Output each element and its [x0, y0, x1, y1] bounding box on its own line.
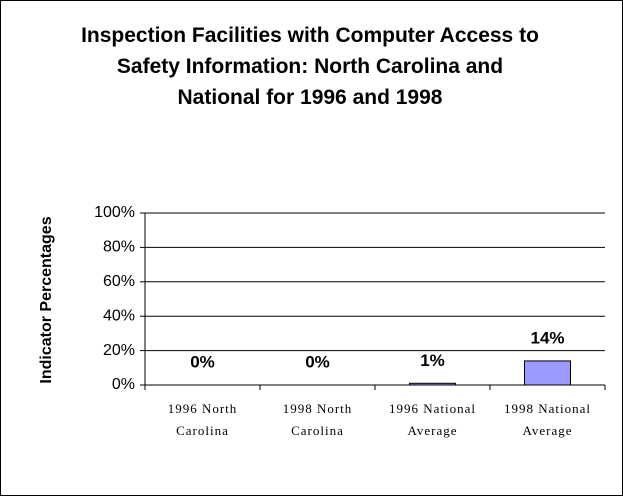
x-tick-label: 1996 National Average — [388, 401, 476, 438]
value-label: 1% — [420, 351, 445, 370]
y-tick-label: 60% — [103, 273, 135, 290]
x-tick-label: 1996 North Carolina — [167, 401, 238, 438]
chart-title: Inspection Facilities with Computer Acce… — [81, 24, 539, 109]
value-label: 14% — [530, 328, 564, 347]
y-tick-label: 80% — [103, 239, 135, 256]
y-tick-label: 40% — [103, 307, 135, 324]
value-label: 0% — [305, 352, 330, 371]
value-label: 0% — [190, 352, 215, 371]
y-tick-label: 100% — [94, 204, 135, 221]
bar — [409, 382, 456, 386]
y-tick-label: 0% — [112, 376, 135, 393]
y-axis-label: Indicator Percentages — [38, 216, 55, 383]
bar — [524, 360, 571, 386]
y-tick-label: 20% — [103, 342, 135, 359]
x-tick-label: 1998 North Carolina — [282, 401, 353, 438]
x-tick-label: 1998 National Average — [503, 401, 591, 438]
